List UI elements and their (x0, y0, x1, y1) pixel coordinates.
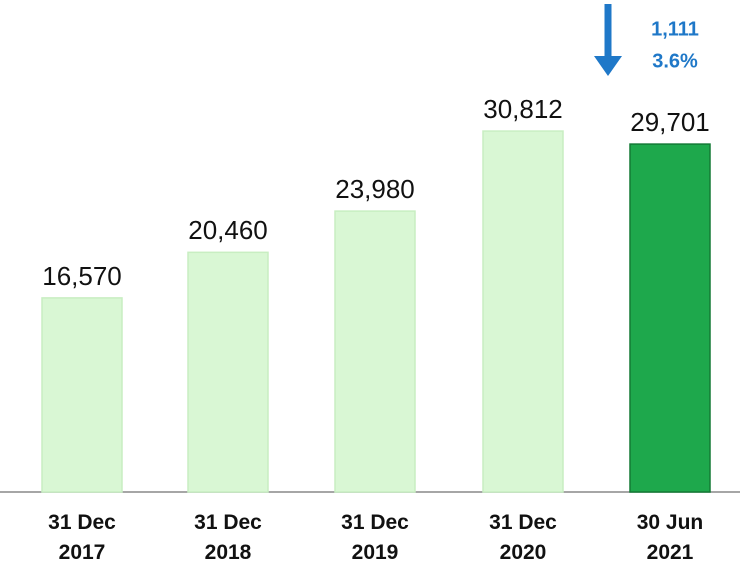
x-tick-label: 30 Jun 2021 (636, 511, 704, 564)
annotation: 3.6% (652, 50, 698, 72)
arrow-head (594, 56, 622, 76)
value-label: 20,460 (188, 215, 268, 245)
x-tick-label: 31 Dec 2020 (489, 511, 557, 564)
value-label: 29,701 (630, 107, 710, 137)
bar (41, 297, 123, 493)
x-tick-label: 31 Dec 2019 (341, 511, 409, 564)
annotation: 1,111 (651, 18, 699, 40)
value-label: 16,570 (42, 261, 122, 291)
bar (187, 251, 269, 493)
bar (629, 143, 711, 493)
value-label: 23,980 (335, 174, 415, 204)
bar (334, 210, 416, 493)
x-tick-label: 31 Dec 2017 (48, 511, 116, 564)
bar (482, 130, 564, 493)
value-label: 30,812 (483, 94, 563, 124)
x-tick-label: 31 Dec 2018 (194, 511, 262, 564)
